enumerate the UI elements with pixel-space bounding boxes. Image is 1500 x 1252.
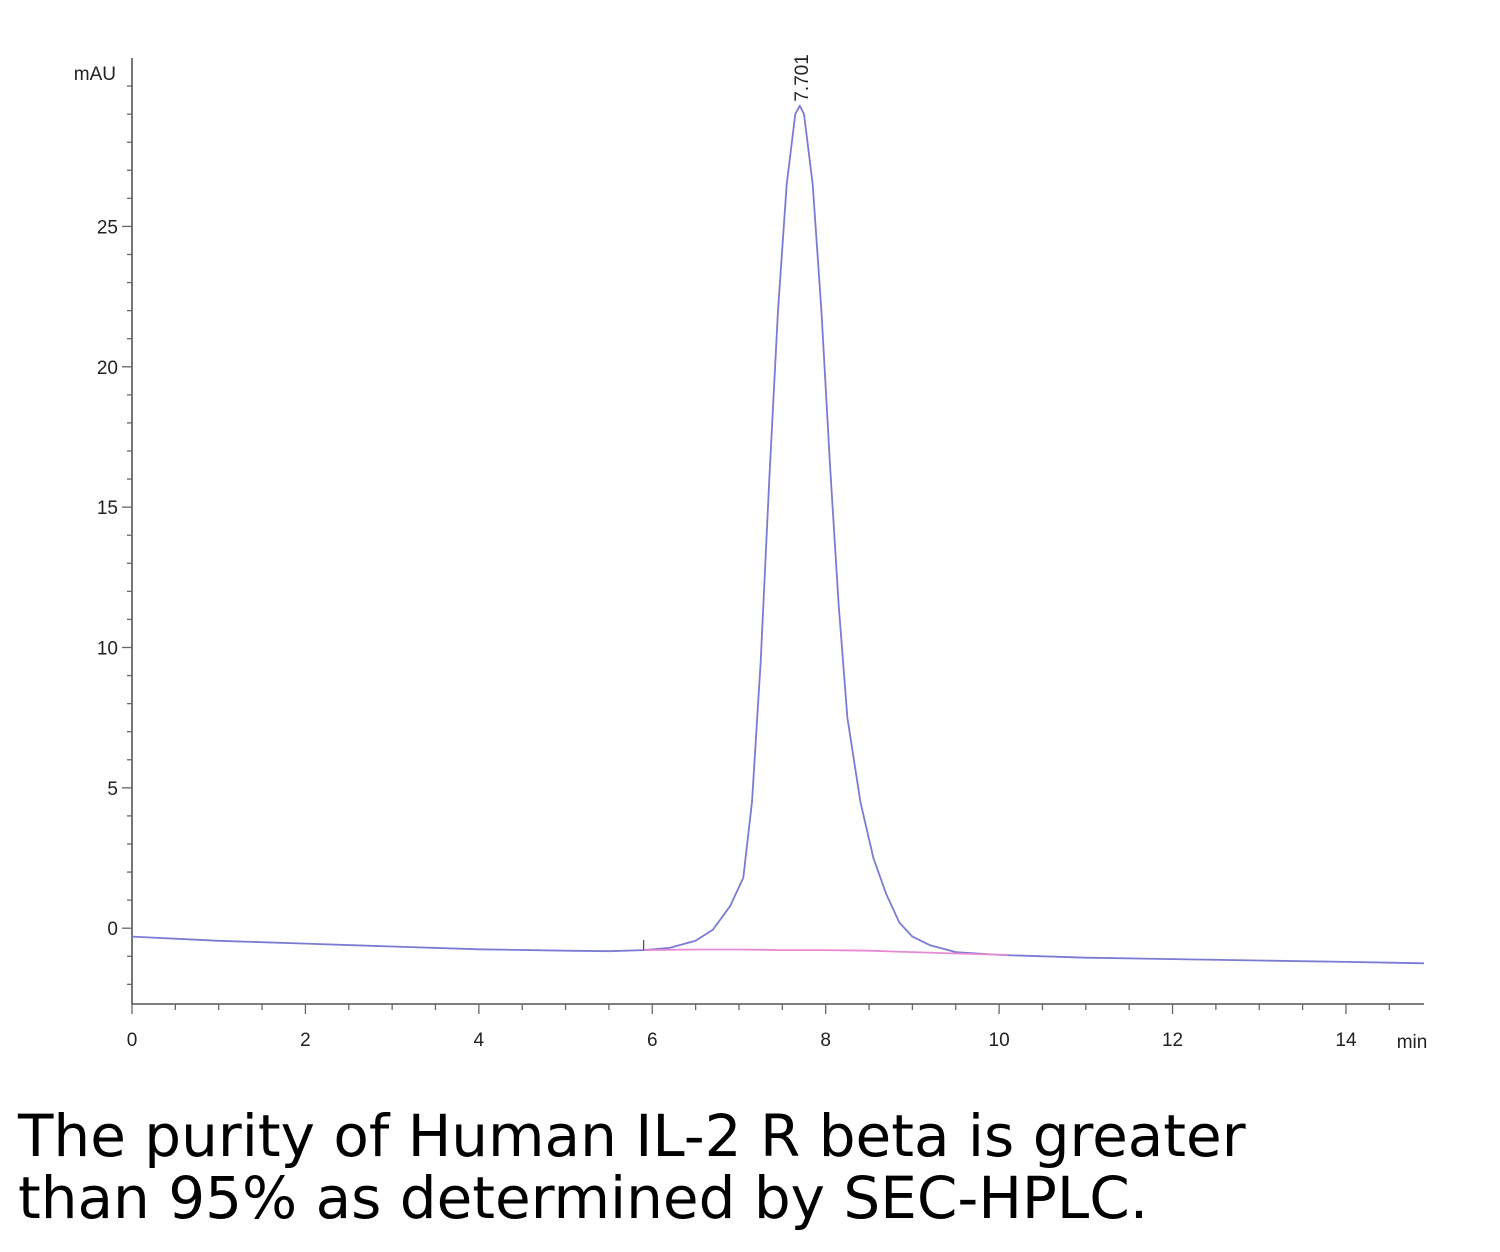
y-tick-label: 25 [97, 217, 118, 238]
x-tick-label: 4 [474, 1030, 485, 1051]
chromatogram-trace [131, 104, 1425, 965]
x-tick-label: 10 [989, 1030, 1010, 1051]
figure-caption: The purity of Human IL-2 R beta is great… [18, 1105, 1478, 1229]
x-axis-label: min [1397, 1032, 1428, 1053]
x-tick-label: 14 [1335, 1030, 1357, 1051]
series-layer [131, 104, 1425, 965]
baseline-trace [643, 948, 1008, 956]
x-tick-label: 0 [127, 1030, 138, 1051]
y-tick-label: 20 [97, 358, 118, 379]
y-tick-label: 0 [107, 919, 118, 940]
chromatogram-chart: 0 5 10 15 20 25 0 2 4 6 8 10 12 14 mAU min 7.701 [74, 54, 1428, 1053]
x-tick-label: 8 [820, 1030, 831, 1051]
y-tick-label: 10 [97, 638, 118, 659]
y-tick-label: 15 [97, 498, 118, 519]
y-axis-ticks: 0 5 10 15 20 25 [97, 85, 132, 986]
caption-line-2: than 95% as determined by SEC-HPLC. [18, 1164, 1149, 1232]
x-tick-label: 12 [1162, 1030, 1183, 1051]
x-tick-label: 2 [300, 1030, 311, 1051]
y-tick-label: 5 [107, 779, 118, 800]
x-tick-label: 6 [647, 1030, 658, 1051]
x-axis-ticks: 0 2 4 6 8 10 12 14 [127, 1004, 1390, 1051]
axes: 0 5 10 15 20 25 0 2 4 6 8 10 12 14 mAU min [74, 58, 1428, 1053]
caption-line-1: The purity of Human IL-2 R beta is great… [18, 1102, 1246, 1170]
peak-retention-time-label: 7.701 [792, 54, 813, 102]
y-axis-label: mAU [74, 64, 116, 85]
